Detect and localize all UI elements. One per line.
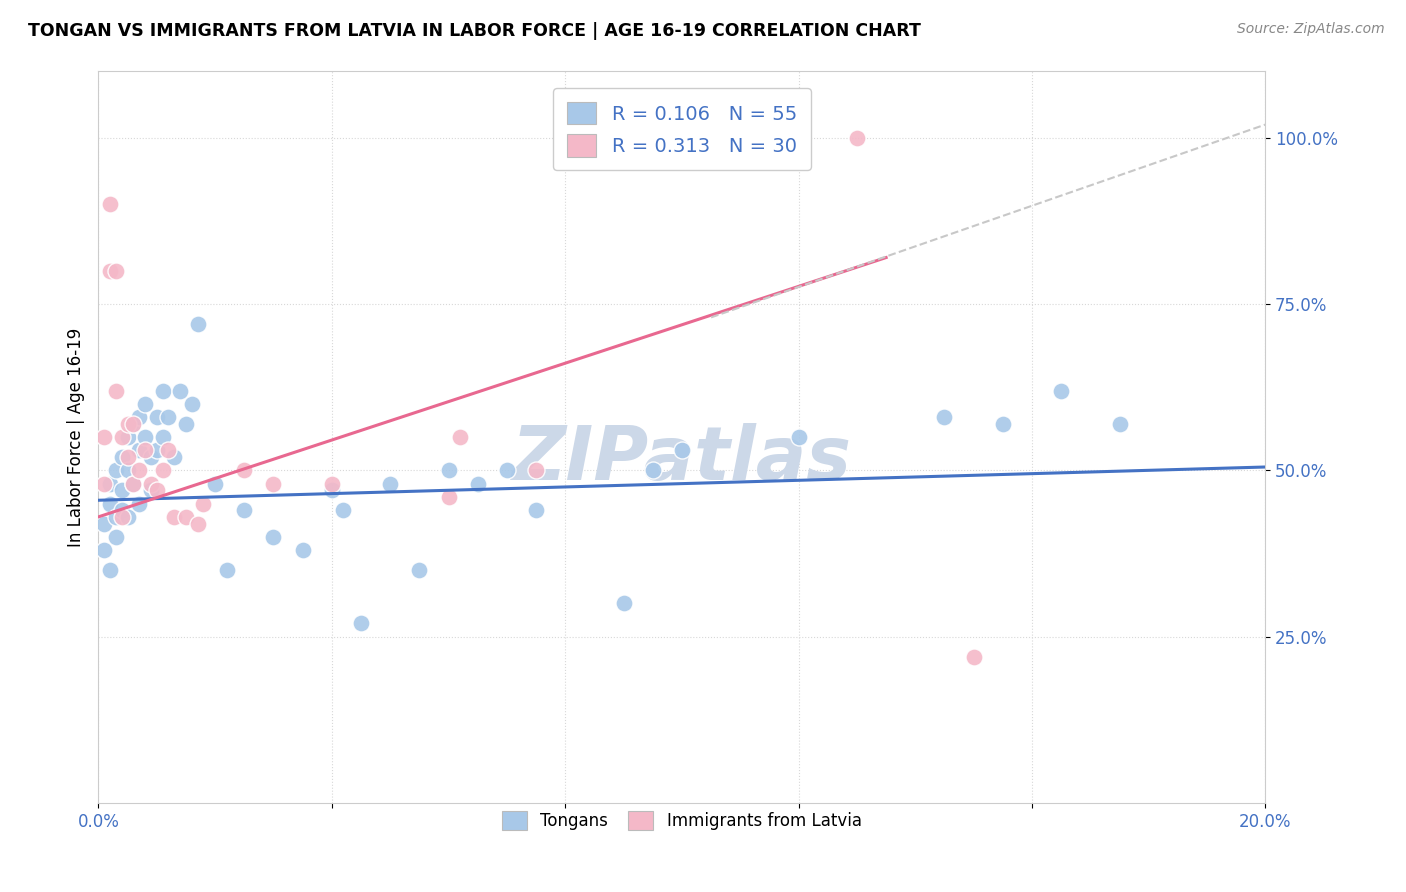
Point — [641, 463, 664, 477]
Point — [204, 476, 226, 491]
Point — [139, 450, 162, 464]
Point — [934, 410, 956, 425]
Point — [111, 509, 134, 524]
Point — [93, 430, 115, 444]
Point — [233, 463, 256, 477]
Point — [1050, 384, 1073, 398]
Point — [134, 397, 156, 411]
Point — [128, 410, 150, 425]
Point — [193, 497, 215, 511]
Point — [524, 463, 547, 477]
Text: TONGAN VS IMMIGRANTS FROM LATVIA IN LABOR FORCE | AGE 16-19 CORRELATION CHART: TONGAN VS IMMIGRANTS FROM LATVIA IN LABO… — [28, 22, 921, 40]
Point — [350, 616, 373, 631]
Point — [321, 483, 343, 498]
Point — [449, 430, 471, 444]
Point — [291, 543, 314, 558]
Point — [152, 384, 174, 398]
Point — [111, 430, 134, 444]
Point — [117, 463, 139, 477]
Point — [104, 530, 127, 544]
Point — [139, 476, 162, 491]
Point — [332, 503, 354, 517]
Point — [437, 463, 460, 477]
Point — [380, 476, 402, 491]
Point — [122, 476, 145, 491]
Point — [104, 509, 127, 524]
Legend: Tongans, Immigrants from Latvia: Tongans, Immigrants from Latvia — [494, 803, 870, 838]
Point — [122, 476, 145, 491]
Point — [111, 450, 134, 464]
Point — [98, 497, 121, 511]
Point — [104, 463, 127, 477]
Point — [98, 197, 121, 211]
Point — [93, 543, 115, 558]
Point — [321, 476, 343, 491]
Point — [233, 503, 256, 517]
Point — [157, 443, 180, 458]
Point — [787, 430, 810, 444]
Point — [169, 384, 191, 398]
Point — [163, 450, 186, 464]
Point — [174, 509, 197, 524]
Point — [262, 476, 284, 491]
Point — [146, 410, 169, 425]
Point — [215, 563, 238, 577]
Point — [104, 384, 127, 398]
Point — [146, 443, 169, 458]
Point — [146, 483, 169, 498]
Point — [187, 317, 209, 331]
Point — [152, 463, 174, 477]
Point — [139, 483, 162, 498]
Text: Source: ZipAtlas.com: Source: ZipAtlas.com — [1237, 22, 1385, 37]
Point — [671, 443, 693, 458]
Point — [612, 596, 634, 610]
Point — [98, 264, 121, 278]
Point — [1108, 417, 1130, 431]
Point — [128, 443, 150, 458]
Point — [467, 476, 489, 491]
Point — [496, 463, 519, 477]
Point — [991, 417, 1014, 431]
Point — [128, 463, 150, 477]
Point — [152, 430, 174, 444]
Point — [93, 476, 115, 491]
Point — [437, 490, 460, 504]
Point — [163, 509, 186, 524]
Point — [262, 530, 284, 544]
Point — [98, 476, 121, 491]
Point — [187, 516, 209, 531]
Point — [524, 503, 547, 517]
Point — [117, 417, 139, 431]
Point — [134, 443, 156, 458]
Point — [122, 417, 145, 431]
Point — [117, 450, 139, 464]
Point — [180, 397, 202, 411]
Point — [98, 563, 121, 577]
Point — [408, 563, 430, 577]
Point — [128, 497, 150, 511]
Point — [846, 131, 869, 145]
Point — [122, 417, 145, 431]
Text: ZIPatlas: ZIPatlas — [512, 423, 852, 496]
Point — [962, 649, 984, 664]
Point — [117, 430, 139, 444]
Point — [157, 410, 180, 425]
Point — [111, 503, 134, 517]
Point — [174, 417, 197, 431]
Y-axis label: In Labor Force | Age 16-19: In Labor Force | Age 16-19 — [66, 327, 84, 547]
Point — [104, 264, 127, 278]
Point — [134, 430, 156, 444]
Point — [111, 483, 134, 498]
Point — [93, 516, 115, 531]
Point — [117, 509, 139, 524]
